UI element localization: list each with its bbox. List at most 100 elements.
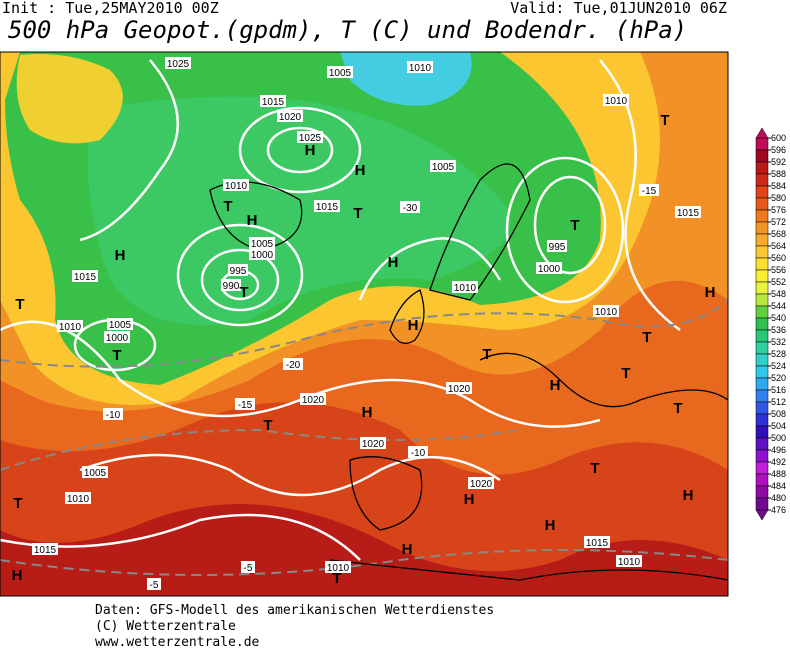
label-box: [297, 131, 323, 143]
contour-label: 1015: [316, 202, 339, 213]
label-box: [32, 543, 58, 555]
label-box: [327, 66, 353, 78]
colorbar-label: 524: [771, 361, 786, 371]
pressure-center: T: [332, 570, 341, 587]
colorbar-label: 492: [771, 457, 786, 467]
pressure-center: H: [464, 491, 475, 508]
colorbar-label: 508: [771, 409, 786, 419]
colorbar-label: 516: [771, 385, 786, 395]
contour-label: 1010: [225, 181, 248, 192]
colorbar-box: [755, 245, 769, 259]
colorbar-box: [755, 437, 769, 451]
zone: [16, 54, 123, 144]
pressure-center: T: [239, 284, 248, 301]
label-box: [82, 466, 108, 478]
contour-label: 1005: [432, 162, 455, 173]
label-box: [675, 206, 701, 218]
contour-label: 1005: [329, 68, 352, 79]
pressure-center: H: [247, 212, 258, 229]
contour-label: 1000: [538, 264, 561, 275]
label-box: [223, 179, 249, 191]
colorbar-box: [755, 137, 769, 151]
colorbar-label: 536: [771, 325, 786, 335]
colorbar-box: [755, 197, 769, 211]
contour-label: 1010: [595, 307, 618, 318]
label-box: [360, 437, 386, 449]
label-box: [103, 408, 123, 420]
label-box: [241, 561, 255, 573]
colorbar-label: 504: [771, 421, 786, 431]
coastlines: [209, 163, 728, 581]
pressure-center: T: [570, 217, 579, 234]
map-frame: [0, 51, 729, 597]
colorbar-box: [755, 233, 769, 247]
label-box: [107, 318, 133, 330]
label-box: [407, 61, 433, 73]
label-box: [400, 201, 420, 213]
pressure-center: H: [305, 142, 316, 159]
colorbar-box: [755, 413, 769, 427]
contour-label: 1020: [448, 384, 471, 395]
label-box: [593, 305, 619, 317]
contour-label: -15: [238, 400, 253, 411]
pressure-center: T: [353, 205, 362, 222]
colorbar-label: 584: [771, 181, 786, 191]
colorbar-label: 488: [771, 469, 786, 479]
colorbar-box: [755, 353, 769, 367]
colorbar-cap: [755, 127, 769, 139]
colorbar-label: 552: [771, 277, 786, 287]
footer-line: (C) Wetterzentrale: [95, 619, 236, 634]
label-box: [221, 279, 241, 291]
colorbar-box: [755, 329, 769, 343]
contour-label: 1025: [299, 133, 322, 144]
contour-label: -10: [411, 448, 426, 459]
colorbar-box: [755, 449, 769, 463]
contour-label: 1015: [677, 208, 700, 219]
label-box: [57, 320, 83, 332]
colorbar-label: 560: [771, 253, 786, 263]
colorbar-label: 564: [771, 241, 786, 251]
zone: [340, 52, 472, 106]
label-box: [104, 331, 130, 343]
pressure-center: T: [112, 347, 121, 364]
label-box: [584, 536, 610, 548]
colorbar-label: 568: [771, 229, 786, 239]
label-box: [249, 248, 275, 260]
label-box: [314, 200, 340, 212]
pressure-center: H: [408, 317, 419, 334]
label-box: [536, 262, 562, 274]
contour-label: 1010: [67, 494, 90, 505]
colorbar-box: [755, 257, 769, 271]
contour-label: 1010: [454, 283, 477, 294]
pressure-center: H: [550, 377, 561, 394]
contour-label: 1020: [279, 112, 302, 123]
colorbar-box: [755, 269, 769, 283]
contour-label: -20: [286, 360, 301, 371]
colorbar-box: [755, 293, 769, 307]
contour-label: 1020: [470, 479, 493, 490]
colorbar-box: [755, 209, 769, 223]
isotherms: [0, 299, 728, 576]
label-box: [547, 240, 567, 252]
label-box: [468, 477, 494, 489]
contour-label: 1005: [109, 320, 132, 331]
pressure-center: H: [402, 541, 413, 558]
colorbar-label: 540: [771, 313, 786, 323]
colorbar-label: 544: [771, 301, 786, 311]
pressure-center: T: [660, 112, 669, 129]
contour-label: 1020: [362, 439, 385, 450]
colorbar-box: [755, 173, 769, 187]
colorbar-box: [755, 389, 769, 403]
label-box: [283, 358, 303, 370]
label-box: [616, 555, 642, 567]
colorbar-label: 556: [771, 265, 786, 275]
colorbar-label: 580: [771, 193, 786, 203]
label-box: [446, 382, 472, 394]
label-box: [235, 398, 255, 410]
label-box: [300, 393, 326, 405]
colorbar-box: [755, 305, 769, 319]
label-box: [452, 281, 478, 293]
colorbar-box: [755, 161, 769, 175]
pressure-center: T: [15, 296, 24, 313]
